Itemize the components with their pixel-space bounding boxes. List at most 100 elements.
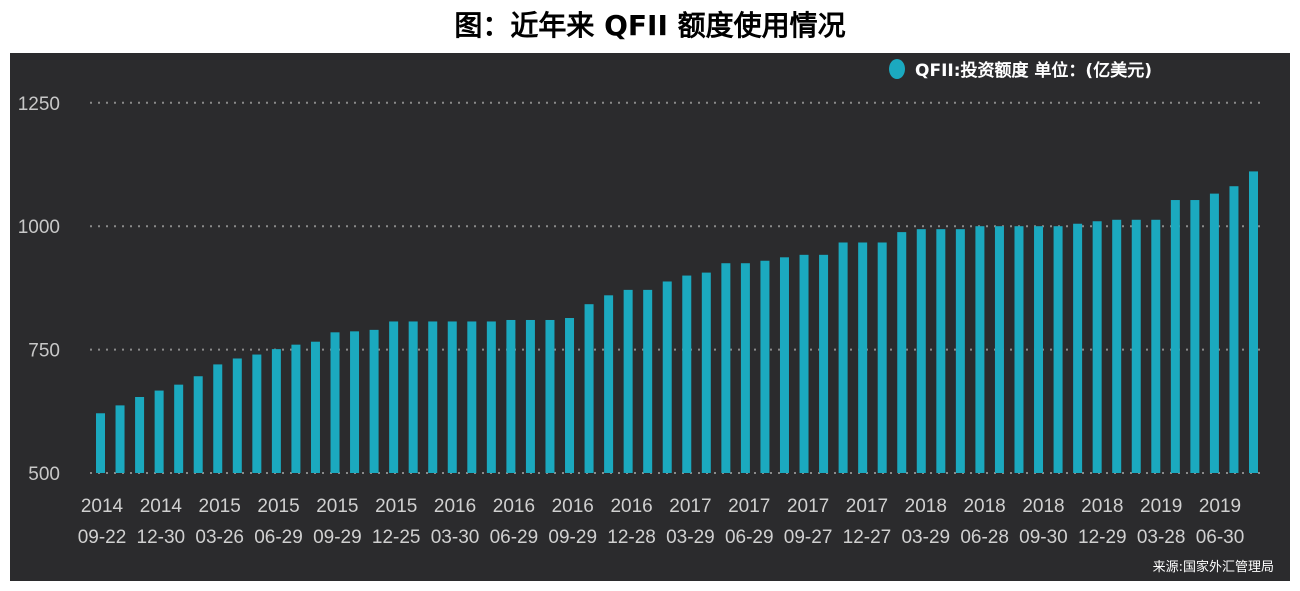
bar <box>428 321 438 473</box>
x-tick-date: 06-29 <box>725 527 774 548</box>
x-tick-year: 2014 <box>140 496 183 517</box>
x-tick-year: 2016 <box>552 496 594 517</box>
bar <box>643 289 653 473</box>
bar <box>682 275 692 473</box>
bar <box>916 229 926 473</box>
x-tick-year: 2018 <box>1081 496 1123 517</box>
bar <box>819 254 829 473</box>
x-tick-date: 06-29 <box>490 527 539 548</box>
bar <box>154 390 164 473</box>
x-tick-year: 2016 <box>434 496 476 517</box>
bar <box>1034 226 1044 473</box>
chart-panel: 500 750 1000 1250 2014 09-22 2014 12-30 2015 03-… <box>10 53 1290 581</box>
bar <box>291 344 301 473</box>
bar <box>389 321 399 473</box>
source-note: 来源:国家外汇管理局 <box>1153 559 1274 575</box>
x-tick-date: 09-27 <box>784 527 833 548</box>
bar <box>740 263 750 473</box>
bar <box>447 321 457 473</box>
x-tick-year: 2015 <box>375 496 417 517</box>
x-tick-year: 2016 <box>493 496 535 517</box>
x-tick-date: 06-29 <box>254 527 303 548</box>
x-tick-date: 06-30 <box>1196 527 1245 548</box>
x-tick-date: 12-30 <box>137 527 186 548</box>
bar <box>506 319 516 473</box>
y-tick-label: 1000 <box>18 217 60 238</box>
bar <box>174 384 184 473</box>
x-tick-date: 03-28 <box>1137 527 1186 548</box>
x-tick-date: 03-26 <box>195 527 244 548</box>
bar <box>1190 200 1200 474</box>
bar <box>1092 221 1102 473</box>
x-tick-year: 2017 <box>787 496 829 517</box>
bar-series <box>96 171 1258 474</box>
bar <box>1170 200 1180 474</box>
bar <box>135 396 145 473</box>
bar <box>213 364 223 473</box>
bar <box>1073 223 1083 473</box>
legend-marker <box>889 59 905 79</box>
bar <box>701 272 711 473</box>
x-tick-date: 12-28 <box>607 527 656 548</box>
x-tick-date: 09-30 <box>1019 527 1068 548</box>
bar <box>779 257 789 473</box>
legend: QFII:投资额度 单位：(亿美元) <box>889 59 1152 81</box>
x-tick-date: 12-25 <box>372 527 421 548</box>
x-tick-date: 09-29 <box>313 527 362 548</box>
bar <box>1014 226 1024 473</box>
bar <box>604 295 614 473</box>
bar <box>232 358 242 473</box>
x-tick-year: 2015 <box>257 496 299 517</box>
bar <box>623 289 633 473</box>
x-tick-year: 2019 <box>1199 496 1241 517</box>
x-tick-date: 09-22 <box>78 527 127 548</box>
bar <box>858 242 868 473</box>
y-tick-label: 1250 <box>18 94 60 115</box>
page-title: 图：近年来 QFII 额度使用情况 <box>454 9 846 42</box>
bar <box>721 263 731 473</box>
x-tick-year: 2018 <box>963 496 1005 517</box>
bar <box>1249 171 1258 473</box>
bar <box>408 321 418 473</box>
bar <box>1229 186 1239 473</box>
x-tick-date: 06-28 <box>960 527 1009 548</box>
bar <box>271 349 281 473</box>
bar <box>1209 193 1219 473</box>
x-tick-date: 03-29 <box>901 527 950 548</box>
x-tick-year: 2015 <box>316 496 358 517</box>
bar <box>467 321 477 473</box>
legend-label: QFII:投资额度 单位：(亿美元) <box>915 60 1152 81</box>
x-tick-year: 2018 <box>905 496 947 517</box>
bar <box>897 232 907 473</box>
x-tick-date: 09-29 <box>548 527 597 548</box>
bar <box>565 318 575 473</box>
bar <box>838 242 848 473</box>
x-tick-year: 2017 <box>846 496 888 517</box>
x-tick-date: 12-27 <box>843 527 892 548</box>
x-tick-year: 2018 <box>1022 496 1064 517</box>
bar <box>760 260 770 473</box>
bar <box>525 319 535 473</box>
bar <box>1112 219 1122 473</box>
bar <box>1131 219 1141 473</box>
bar <box>115 405 125 473</box>
x-tick-year: 2016 <box>610 496 652 517</box>
bar <box>662 281 672 473</box>
x-tick-date: 12-29 <box>1078 527 1127 548</box>
x-axis-ticks: 2014 09-22 2014 12-30 2015 03-26 2015 06-29 2015… <box>78 496 1245 548</box>
y-tick-label: 500 <box>28 464 60 485</box>
y-tick-label: 750 <box>28 341 60 362</box>
bar <box>975 226 985 473</box>
x-tick-year: 2014 <box>81 496 124 517</box>
bar <box>799 254 809 473</box>
y-axis-ticks: 500 750 1000 1250 <box>18 94 60 485</box>
x-tick-date: 03-30 <box>431 527 480 548</box>
bar <box>955 229 965 473</box>
grid-lines <box>90 101 1265 474</box>
x-tick-date: 03-29 <box>666 527 715 548</box>
bar <box>877 242 887 473</box>
bar <box>584 304 594 473</box>
x-tick-year: 2019 <box>1140 496 1182 517</box>
bar <box>252 354 262 473</box>
bar <box>994 226 1004 473</box>
